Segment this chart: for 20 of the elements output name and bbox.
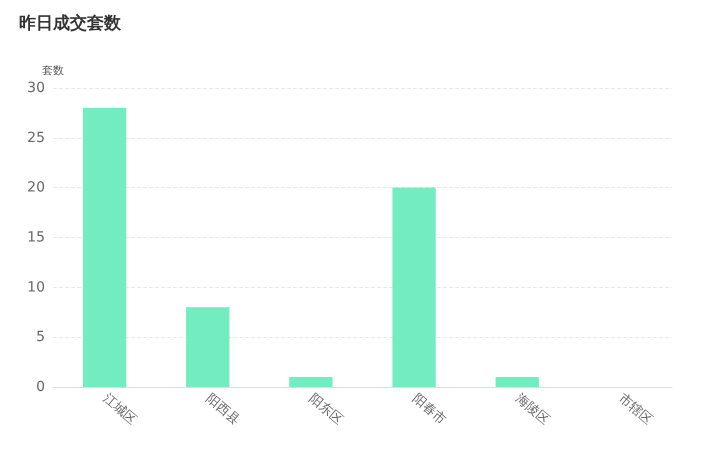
bar xyxy=(82,108,126,387)
y-tick-label: 5 xyxy=(36,329,45,346)
y-tick-label: 25 xyxy=(27,130,45,146)
x-tick-label: 阳西县 xyxy=(202,391,242,428)
bar xyxy=(392,188,436,387)
y-tick-label: 20 xyxy=(27,180,45,196)
x-tick-label: 海陵区 xyxy=(512,391,552,428)
x-tick-label: 市辖区 xyxy=(616,391,656,428)
bar xyxy=(496,377,539,387)
y-tick-label: 0 xyxy=(36,379,45,395)
bar xyxy=(289,377,333,387)
bar xyxy=(186,307,230,387)
x-tick-label: 阳东区 xyxy=(306,391,346,428)
x-tick-label: 江城区 xyxy=(100,391,140,428)
y-axis-title: 套数 xyxy=(42,64,64,77)
x-tick-label: 阳春市 xyxy=(409,391,449,428)
y-tick-label: 30 xyxy=(27,80,45,96)
y-tick-label: 10 xyxy=(27,279,45,296)
y-tick-label: 15 xyxy=(27,230,45,246)
chart-title: 昨日成交套数 xyxy=(19,14,122,34)
